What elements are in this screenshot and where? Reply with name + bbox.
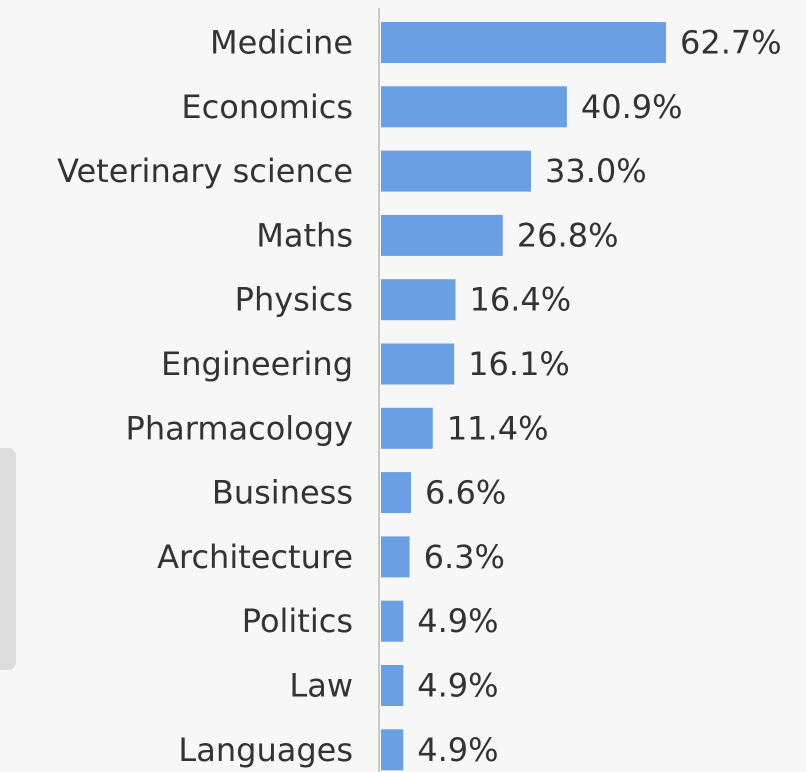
bar-pharmacology: [381, 407, 433, 449]
bar-politics: [381, 600, 404, 642]
bar-economics: [381, 86, 567, 128]
value-label-medicine: 62.7%: [680, 24, 782, 62]
bar-medicine: [381, 22, 666, 63]
value-label-architecture: 6.3%: [424, 538, 505, 576]
value-label-languages: 4.9%: [417, 731, 498, 769]
bar-business: [381, 472, 411, 514]
bar-veterinary-science: [381, 150, 531, 192]
category-label-engineering: Engineering: [161, 345, 353, 383]
value-label-engineering: 16.1%: [468, 345, 570, 383]
category-label-veterinary-science: Veterinary science: [57, 152, 353, 190]
bar-physics: [381, 279, 456, 321]
category-label-politics: Politics: [242, 602, 353, 640]
category-label-law: Law: [289, 667, 353, 705]
category-label-business: Business: [212, 474, 353, 512]
category-label-architecture: Architecture: [157, 538, 353, 576]
value-label-pharmacology: 11.4%: [447, 409, 549, 447]
value-label-physics: 16.4%: [470, 281, 572, 319]
value-label-economics: 40.9%: [581, 88, 683, 126]
bar-law: [381, 665, 404, 706]
category-label-maths: Maths: [256, 216, 353, 254]
value-label-law: 4.9%: [417, 667, 498, 705]
value-label-veterinary-science: 33.0%: [545, 152, 647, 190]
category-label-physics: Physics: [235, 281, 353, 319]
category-label-medicine: Medicine: [210, 24, 353, 62]
category-label-pharmacology: Pharmacology: [126, 409, 353, 447]
bar-engineering: [381, 343, 455, 385]
bar-maths: [381, 214, 503, 256]
bar-architecture: [381, 536, 410, 578]
category-label-economics: Economics: [181, 88, 353, 126]
value-label-business: 6.6%: [425, 474, 506, 512]
side-scroll-tab[interactable]: [0, 448, 16, 670]
value-label-maths: 26.8%: [517, 216, 619, 254]
value-label-politics: 4.9%: [417, 602, 498, 640]
bar-languages: [381, 729, 404, 771]
category-label-languages: Languages: [178, 731, 353, 769]
